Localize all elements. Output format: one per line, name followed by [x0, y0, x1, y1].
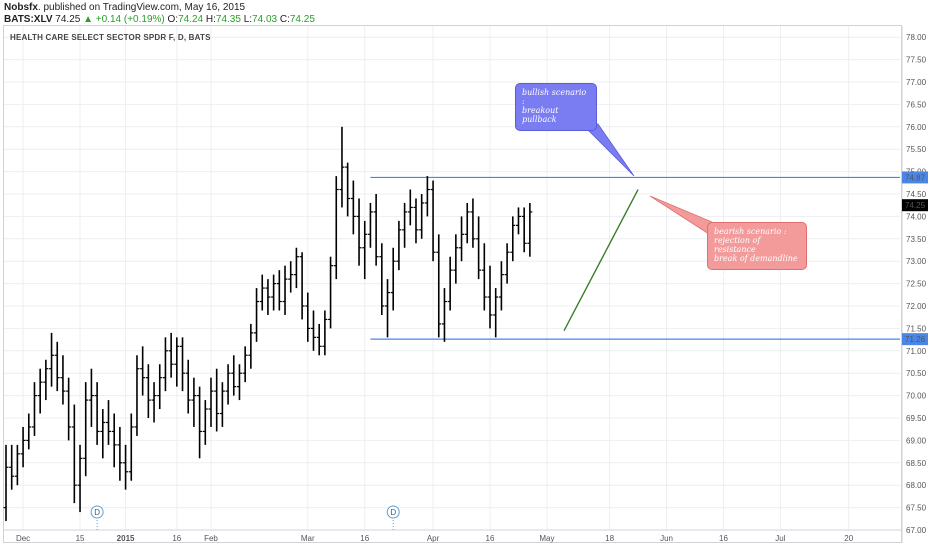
quote-high: 74.35	[215, 14, 241, 25]
open-label: O:	[167, 14, 179, 25]
quote-close: 74.25	[289, 14, 315, 25]
y-tick-label: 75.50	[906, 145, 927, 154]
x-tick-label: Feb	[204, 534, 218, 543]
quote-symbol: BATS:XLV	[4, 14, 53, 25]
x-tick-label: Mar	[301, 534, 315, 543]
quote-open: 74.24	[178, 14, 204, 25]
dividend-marker	[386, 505, 400, 519]
price-tag-label: 74.25	[905, 201, 926, 210]
chart-title: HEALTH CARE SELECT SECTOR SPDR F, D, BAT…	[10, 33, 211, 42]
y-tick-label: 71.50	[906, 324, 927, 333]
y-tick-label: 77.50	[906, 56, 927, 65]
x-tick-label: Apr	[427, 534, 440, 543]
x-tick-label: 16	[172, 534, 181, 543]
x-tick-label: 20	[844, 534, 853, 543]
x-tick-label: Dec	[16, 534, 30, 543]
x-tick-label: Jul	[775, 534, 785, 543]
price-tag-label: 74.87	[905, 173, 926, 182]
x-tick-label: 16	[360, 534, 369, 543]
price-tag-label: 71.26	[905, 335, 926, 344]
x-tick-label: 16	[719, 534, 728, 543]
y-tick-label: 78.00	[906, 33, 927, 42]
quote-low: 74.03	[252, 14, 278, 25]
publish-header: Nobsfx. published on TradingView.com, Ma…	[4, 2, 246, 13]
demand-line	[563, 189, 639, 331]
price-tag	[902, 199, 928, 212]
y-tick-label: 68.50	[906, 459, 927, 468]
y-tick-label: 67.00	[906, 526, 927, 535]
y-tick-label: 74.50	[906, 190, 927, 199]
y-tick-label: 72.50	[906, 280, 927, 289]
up-arrow-icon: ▲	[83, 14, 94, 25]
bearish-scenario-note[interactable]: bearish scenario : rejection of resistan…	[707, 222, 807, 281]
y-tick-label: 69.00	[906, 436, 927, 445]
quote-last: 74.25	[55, 14, 81, 25]
y-tick-label: 76.00	[906, 123, 927, 132]
x-tick-label: 15	[76, 534, 85, 543]
high-label: H:	[205, 14, 216, 25]
y-tick-label: 67.50	[906, 504, 927, 513]
y-tick-label: 70.00	[906, 392, 927, 401]
x-tick-label: May	[539, 534, 554, 543]
y-tick-label: 70.50	[906, 369, 927, 378]
close-label: C:	[279, 14, 290, 25]
x-tick-label: 2015	[117, 534, 135, 543]
y-tick-label: 77.00	[906, 78, 927, 87]
price-tag	[902, 333, 928, 346]
author-name[interactable]: Nobsfx	[4, 2, 38, 13]
price-tag	[902, 171, 928, 184]
dividend-marker-label: D	[94, 508, 100, 517]
y-tick-label: 73.00	[906, 257, 927, 266]
x-tick-label: 16	[486, 534, 495, 543]
publish-info: published on TradingView.com, May 16, 20…	[43, 2, 246, 13]
y-tick-label: 72.00	[906, 302, 927, 311]
x-tick-label: Jun	[660, 534, 673, 543]
y-tick-label: 71.00	[906, 347, 927, 356]
x-tick-label: 18	[605, 534, 614, 543]
y-tick-label: 74.00	[906, 212, 927, 221]
quote-change: +0.14 (+0.19%)	[95, 14, 165, 25]
y-tick-label: 76.50	[906, 100, 927, 109]
bullish-scenario-note[interactable]: bullish scenario : breakout pullback tes…	[515, 83, 597, 142]
dividend-marker	[90, 505, 104, 519]
low-label: L:	[243, 14, 253, 25]
y-tick-label: 69.50	[906, 414, 927, 423]
quote-line: BATS:XLV 74.25 ▲ +0.14 (+0.19%) O:74.24 …	[4, 14, 315, 26]
y-tick-label: 68.00	[906, 481, 927, 490]
dividend-marker-label: D	[390, 508, 396, 517]
y-tick-label: 73.50	[906, 235, 927, 244]
